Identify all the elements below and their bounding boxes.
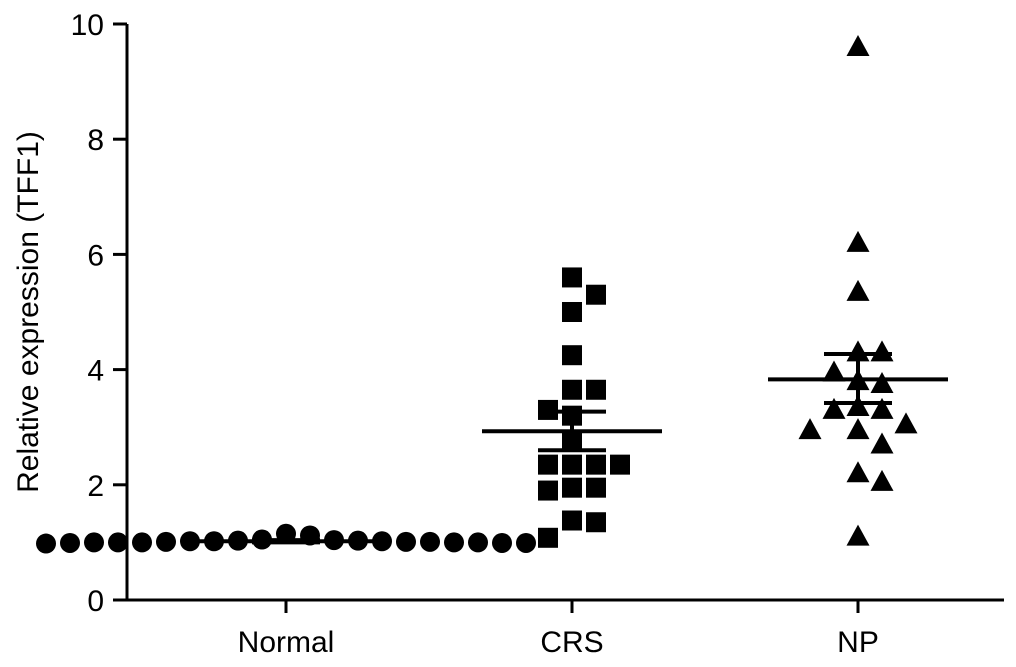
np-data-point: [846, 340, 870, 362]
normal-data-point: [468, 532, 488, 553]
crs-data-point: [562, 267, 582, 288]
np-data-point: [870, 432, 894, 454]
normal-data-point: [396, 531, 416, 552]
crs-data-point: [562, 379, 582, 400]
category-label: NP: [837, 626, 879, 659]
normal-data-point: [108, 532, 128, 553]
category-label: CRS: [540, 626, 603, 659]
np-data-point: [894, 412, 918, 434]
np-data-point: [846, 418, 870, 440]
np-data-point: [846, 395, 870, 417]
np-data-point: [870, 469, 894, 491]
y-tick-label: 0: [87, 585, 104, 618]
crs-data-point: [586, 477, 606, 498]
normal-data-point: [156, 531, 176, 552]
crs-data-point: [538, 454, 558, 475]
y-tick-label: 10: [71, 9, 104, 42]
crs-data-point: [538, 480, 558, 501]
y-tick-label: 6: [87, 239, 104, 272]
normal-data-point: [36, 533, 56, 554]
normal-data-point: [180, 531, 200, 552]
axes: 0 2 4 6 8 10 Normal CRS NP Relative expression …: [12, 9, 1004, 659]
np-data-point: [822, 397, 846, 419]
np-data-point: [798, 418, 822, 440]
crs-data-point: [538, 527, 558, 548]
category-label: Normal: [238, 626, 335, 659]
normal-data-point: [132, 532, 152, 553]
y-ticks: 0 2 4 6 8 10: [71, 9, 127, 618]
np-data-point: [822, 360, 846, 382]
crs-data-point: [586, 284, 606, 305]
np-data-point: [870, 372, 894, 393]
np-data-point: [846, 461, 870, 483]
crs-data-point: [586, 454, 606, 475]
plot-marks: [36, 35, 948, 554]
np-data-point: [846, 230, 870, 252]
crs-data-point: [562, 302, 582, 322]
crs-data-point: [562, 510, 582, 531]
np-data-point: [870, 340, 894, 362]
np-data-point: [870, 397, 894, 419]
crs-data-point: [586, 512, 606, 533]
normal-data-point: [516, 532, 536, 553]
crs-data-point: [562, 477, 582, 498]
y-tick-label: 2: [87, 470, 104, 503]
crs-data-point: [562, 345, 582, 366]
crs-data-point: [610, 454, 630, 475]
normal-data-point: [492, 532, 512, 553]
crs-data-point: [586, 379, 606, 400]
np-data-point: [846, 279, 870, 301]
normal-data-point: [60, 532, 80, 553]
y-tick-label: 4: [87, 355, 104, 388]
normal-data-point: [444, 532, 464, 553]
normal-data-point: [420, 531, 440, 552]
x-ticks: Normal CRS NP: [238, 600, 879, 659]
normal-data-point: [84, 532, 104, 553]
y-axis-title: Relative expression (TFF1): [12, 131, 45, 493]
np-data-point: [846, 35, 870, 57]
np-data-point: [846, 524, 870, 546]
crs-data-point: [562, 454, 582, 475]
normal-data-point: [372, 531, 392, 552]
y-tick-label: 8: [87, 124, 104, 157]
